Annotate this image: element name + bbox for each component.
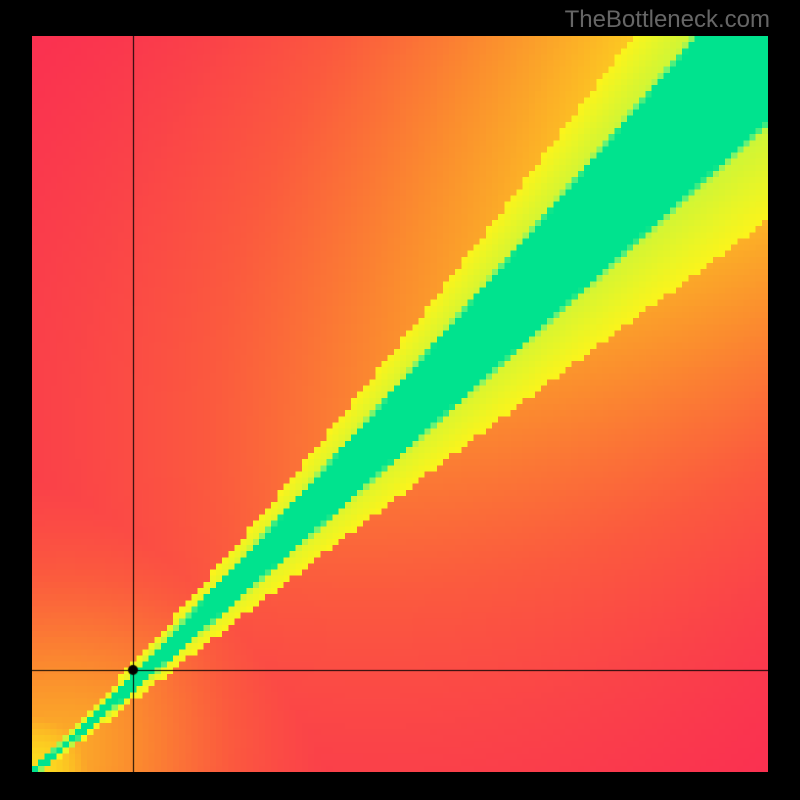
watermark-text: TheBottleneck.com xyxy=(565,6,770,34)
crosshair-overlay xyxy=(32,36,768,772)
chart-container: TheBottleneck.com xyxy=(0,0,800,800)
